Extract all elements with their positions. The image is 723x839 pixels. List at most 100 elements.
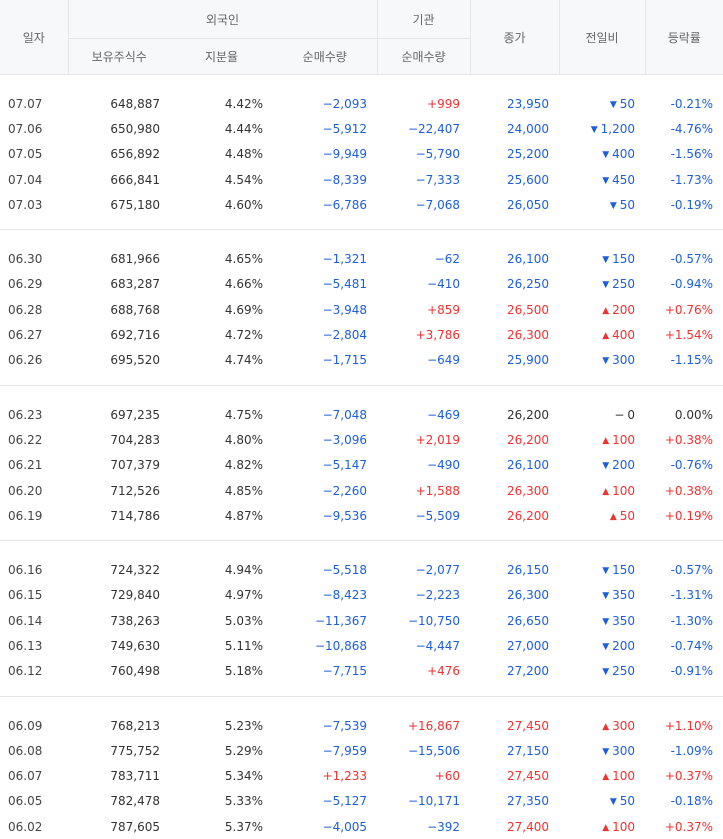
date-cell: 07.03 bbox=[0, 192, 68, 217]
holdings-cell: 775,752 bbox=[68, 738, 170, 763]
change-cell: ▼400 bbox=[559, 142, 645, 167]
rate-cell: -0.57% bbox=[645, 557, 723, 582]
inst-net-cell: −2,223 bbox=[377, 583, 470, 608]
change-cell: ▼250 bbox=[559, 272, 645, 297]
holdings-cell: 783,711 bbox=[68, 764, 170, 789]
group-spacer bbox=[0, 385, 723, 402]
inst-net-cell: −10,750 bbox=[377, 608, 470, 633]
change-value: 400 bbox=[612, 328, 635, 342]
rate-cell: +0.19% bbox=[645, 503, 723, 528]
down-arrow-icon: ▼ bbox=[602, 617, 609, 627]
close-cell: 27,350 bbox=[470, 789, 559, 814]
header-ratio: 지분율 bbox=[170, 39, 273, 75]
ratio-cell: 4.69% bbox=[170, 297, 273, 322]
holdings-cell: 681,966 bbox=[68, 246, 170, 271]
down-arrow-icon: ▼ bbox=[602, 280, 609, 290]
date-cell: 06.22 bbox=[0, 427, 68, 452]
header-foreign: 외국인 bbox=[68, 0, 377, 39]
date-cell: 06.26 bbox=[0, 348, 68, 373]
change-value: 200 bbox=[612, 303, 635, 317]
ratio-cell: 4.42% bbox=[170, 91, 273, 116]
inst-net-cell: +16,867 bbox=[377, 713, 470, 738]
foreign-net-cell: −5,912 bbox=[273, 116, 377, 141]
date-cell: 06.05 bbox=[0, 789, 68, 814]
header-institution: 기관 bbox=[377, 0, 470, 39]
rate-cell: -0.18% bbox=[645, 789, 723, 814]
inst-net-cell: −410 bbox=[377, 272, 470, 297]
close-cell: 27,150 bbox=[470, 738, 559, 763]
inst-net-cell: +859 bbox=[377, 297, 470, 322]
close-cell: 26,050 bbox=[470, 192, 559, 217]
holdings-cell: 729,840 bbox=[68, 583, 170, 608]
date-cell: 06.15 bbox=[0, 583, 68, 608]
down-arrow-icon: ▼ bbox=[602, 642, 609, 652]
inst-net-cell: +2,019 bbox=[377, 427, 470, 452]
up-arrow-icon: ▲ bbox=[610, 512, 617, 522]
ratio-cell: 5.37% bbox=[170, 814, 273, 839]
change-cell: ▼450 bbox=[559, 167, 645, 192]
change-cell: ▲300 bbox=[559, 713, 645, 738]
change-cell: ▲100 bbox=[559, 764, 645, 789]
foreign-net-cell: −8,423 bbox=[273, 583, 377, 608]
date-cell: 06.28 bbox=[0, 297, 68, 322]
change-cell: ▼200 bbox=[559, 453, 645, 478]
date-cell: 06.12 bbox=[0, 659, 68, 684]
close-cell: 27,400 bbox=[470, 814, 559, 839]
up-arrow-icon: ▲ bbox=[602, 772, 609, 782]
change-cell: ▲100 bbox=[559, 478, 645, 503]
inst-net-cell: +476 bbox=[377, 659, 470, 684]
foreign-net-cell: −6,786 bbox=[273, 192, 377, 217]
date-cell: 06.07 bbox=[0, 764, 68, 789]
close-cell: 26,100 bbox=[470, 246, 559, 271]
flat-dash-icon: − bbox=[614, 408, 624, 422]
rate-cell: +1.10% bbox=[645, 713, 723, 738]
foreign-net-cell: −10,868 bbox=[273, 633, 377, 658]
ratio-cell: 4.54% bbox=[170, 167, 273, 192]
ratio-cell: 4.85% bbox=[170, 478, 273, 503]
change-value: 350 bbox=[612, 588, 635, 602]
change-cell: ▼1,200 bbox=[559, 116, 645, 141]
group-spacer bbox=[0, 230, 723, 247]
change-cell: ▲50 bbox=[559, 503, 645, 528]
holdings-cell: 787,605 bbox=[68, 814, 170, 839]
holdings-cell: 650,980 bbox=[68, 116, 170, 141]
change-cell: ▲100 bbox=[559, 814, 645, 839]
change-value: 50 bbox=[620, 198, 635, 212]
ratio-cell: 5.23% bbox=[170, 713, 273, 738]
change-cell: ▼150 bbox=[559, 557, 645, 582]
down-arrow-icon: ▼ bbox=[610, 100, 617, 110]
rate-cell: -0.19% bbox=[645, 192, 723, 217]
change-value: 150 bbox=[612, 252, 635, 266]
date-cell: 06.13 bbox=[0, 633, 68, 658]
foreign-net-cell: −2,093 bbox=[273, 91, 377, 116]
date-cell: 06.30 bbox=[0, 246, 68, 271]
rate-cell: -0.74% bbox=[645, 633, 723, 658]
foreign-net-cell: +1,233 bbox=[273, 764, 377, 789]
group-spacer bbox=[0, 541, 723, 558]
up-arrow-icon: ▲ bbox=[602, 722, 609, 732]
rate-cell: +0.38% bbox=[645, 478, 723, 503]
rate-cell: +1.54% bbox=[645, 322, 723, 347]
inst-net-cell: −2,077 bbox=[377, 557, 470, 582]
inst-net-cell: −7,333 bbox=[377, 167, 470, 192]
inst-net-cell: +1,588 bbox=[377, 478, 470, 503]
holdings-cell: 692,716 bbox=[68, 322, 170, 347]
inst-net-cell: −10,171 bbox=[377, 789, 470, 814]
change-cell: ▼200 bbox=[559, 633, 645, 658]
inst-net-cell: −4,447 bbox=[377, 633, 470, 658]
down-arrow-icon: ▼ bbox=[602, 461, 609, 471]
rate-cell: -0.21% bbox=[645, 91, 723, 116]
foreign-net-cell: −7,715 bbox=[273, 659, 377, 684]
up-arrow-icon: ▲ bbox=[602, 487, 609, 497]
